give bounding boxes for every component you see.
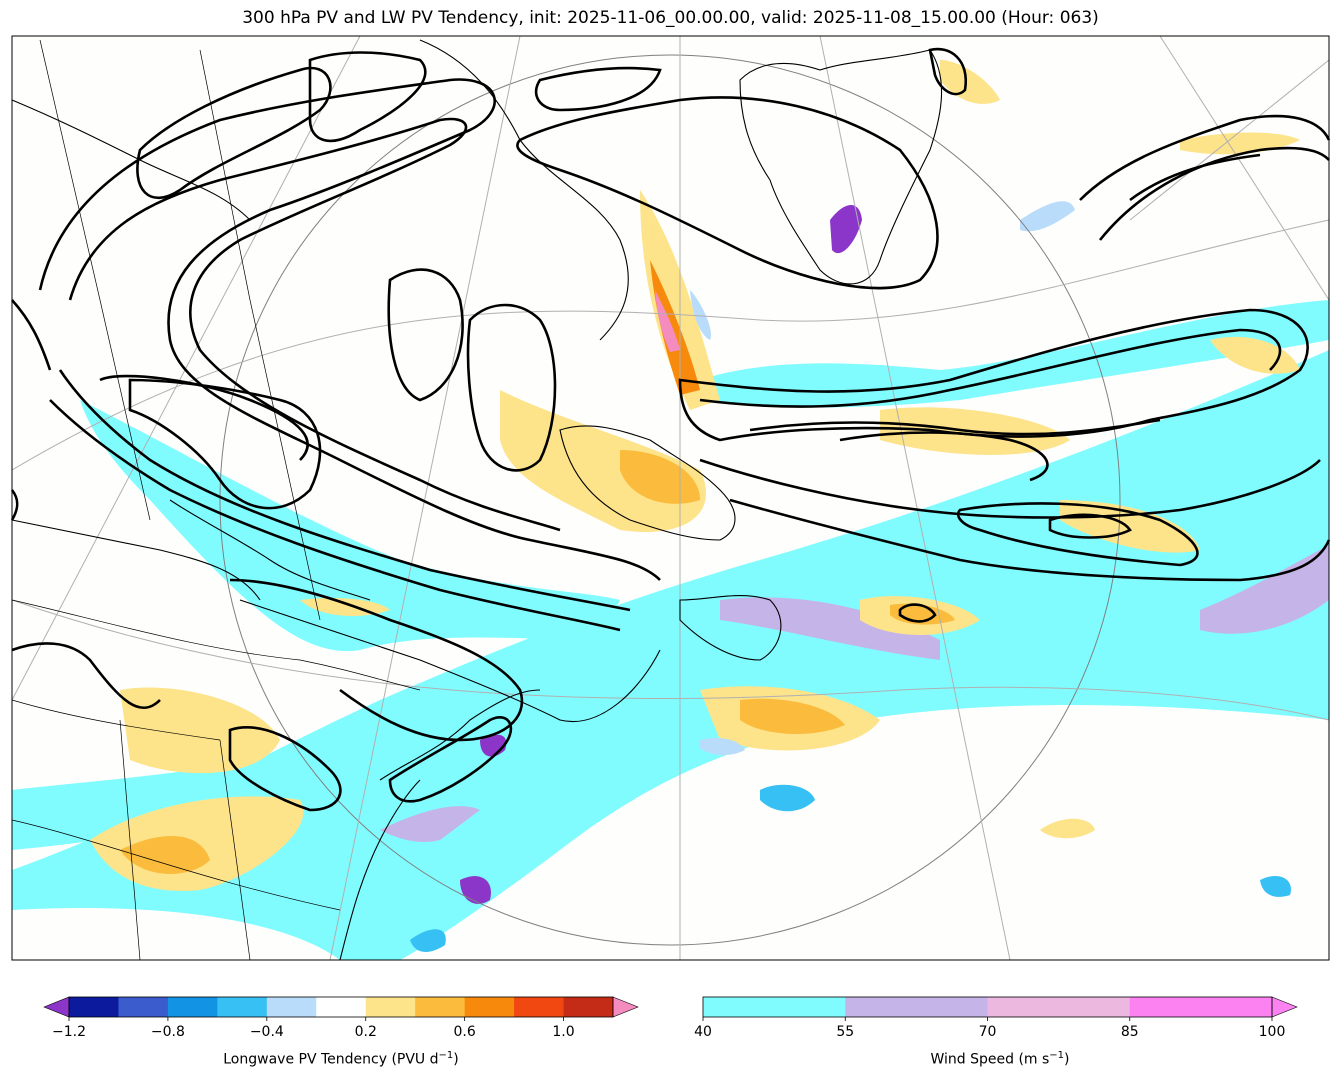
- pv-colorbar-swatch: [464, 997, 515, 1017]
- wind-colorbar-over-arrow: [1271, 996, 1298, 1018]
- wind-colorbar-swatch: [845, 997, 988, 1017]
- pv-colorbar-swatch: [217, 997, 268, 1017]
- wind-colorbar-tick-label: 55: [836, 1024, 855, 1040]
- wind-speed-shading: [12, 300, 1329, 960]
- pv-colorbar-swatch: [167, 997, 218, 1017]
- pv-tendency-negative: [410, 201, 1291, 952]
- pv-colorbar-swatch: [415, 997, 466, 1017]
- pv-colorbar-outline: [68, 996, 614, 1018]
- pv-colorbar-swatch: [365, 997, 416, 1017]
- wind-colorbar-label-text: Wind Speed (m s: [930, 1051, 1050, 1068]
- wind-colorbar-tick-label: 70: [978, 1024, 997, 1040]
- pv-colorbar-label-text: Longwave PV Tendency (PVU d: [223, 1051, 439, 1068]
- pv-colorbar-under-arrow: [43, 996, 70, 1018]
- wind-colorbar-tick-label: 85: [1120, 1024, 1139, 1040]
- wind-colorbar-label-close: ): [1064, 1051, 1070, 1068]
- pv-contours: [10, 47, 1331, 812]
- wind-speed-colorbar: [702, 996, 1298, 1021]
- pv-colorbar-tick-label: −0.8: [150, 1024, 185, 1040]
- wind-colorbar-label: Wind Speed (m s−1): [703, 1050, 1297, 1068]
- pv-colorbar-swatch: [514, 997, 565, 1017]
- pv-colorbar-swatch: [118, 997, 169, 1017]
- wind-colorbar-swatch: [1129, 997, 1273, 1017]
- graticule: [11, 35, 1330, 961]
- pv-colorbar-swatch: [69, 997, 119, 1017]
- wind-colorbar-tick-label: 40: [694, 1024, 712, 1040]
- pv-colorbar-tick-label: 0.6: [453, 1024, 476, 1040]
- pv-colorbar-swatch: [316, 997, 367, 1017]
- map-panel: [10, 35, 1331, 961]
- coastlines: [11, 39, 943, 961]
- wind-colorbar-label-exp: −1: [1049, 1050, 1065, 1061]
- pv-colorbar-over-arrow: [612, 996, 639, 1018]
- map-title: 300 hPa PV and LW PV Tendency, init: 202…: [242, 8, 1099, 28]
- wind-colorbar-swatch: [987, 997, 1131, 1017]
- pv-colorbar-label-close: ): [453, 1051, 459, 1068]
- pv-colorbar-tick-label: 0.2: [354, 1024, 377, 1040]
- pv-tendency-colorbar: [43, 996, 639, 1021]
- pv-colorbar-label-exp: −1: [438, 1050, 454, 1061]
- wind-colorbar-swatch: [703, 997, 846, 1017]
- pv-colorbar-tick-label: 1.0: [552, 1024, 575, 1040]
- pv-colorbar-tick-label: −0.4: [249, 1024, 284, 1040]
- pv-colorbar-label: Longwave PV Tendency (PVU d−1): [44, 1050, 638, 1068]
- wind-core-shading: [380, 545, 1329, 842]
- wind-colorbar-tick-label: 100: [1258, 1024, 1286, 1040]
- pv-colorbar-swatch: [563, 997, 614, 1017]
- pv-colorbar-swatch: [266, 997, 317, 1017]
- pv-colorbar-tick-label: −1.2: [52, 1024, 86, 1040]
